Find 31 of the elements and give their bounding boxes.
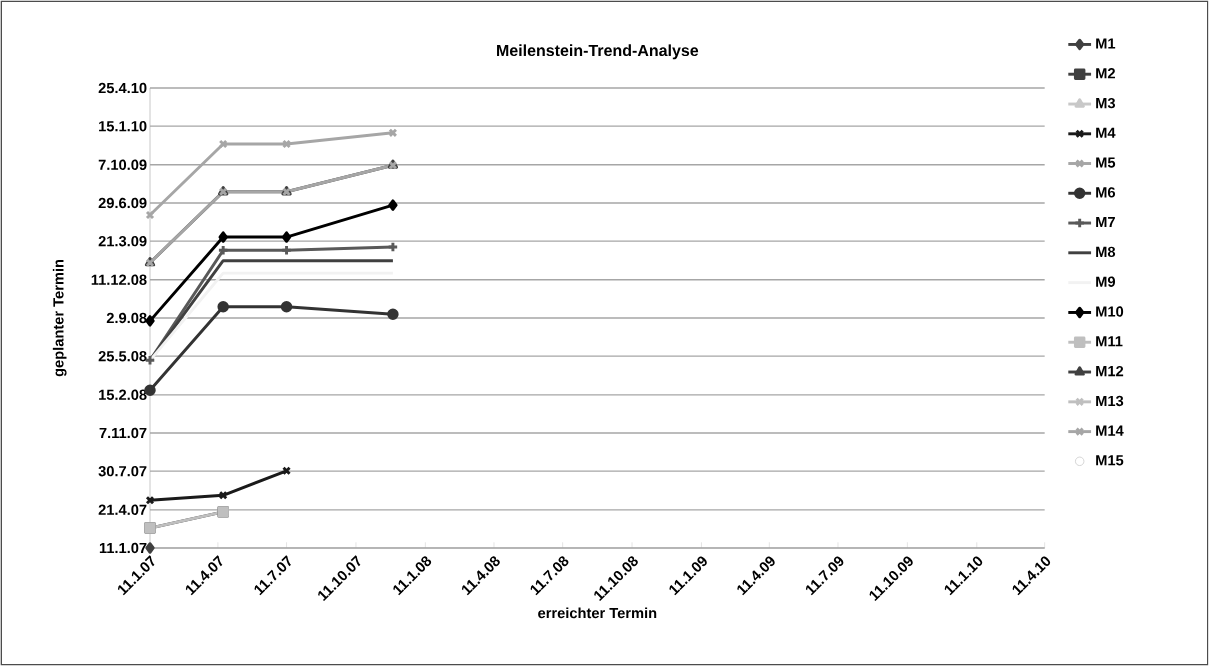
ref-line-label: 15.1.10 (99, 121, 147, 132)
ref-line-label: 25.5.08 (98, 351, 147, 362)
ref-line-label: 21.3.09 (98, 235, 147, 247)
ref-line-label: 7.10.09 (98, 159, 147, 170)
legend-label: M1 (1096, 38, 1116, 49)
legend-label: M14 (1096, 425, 1124, 436)
ref-line-label: 7.11.07 (99, 427, 147, 439)
legend-label: M2 (1096, 68, 1115, 79)
x-axis-title: erreichter Termin (538, 607, 657, 619)
legend-label: M10 (1096, 306, 1124, 317)
ref-line-label: 21.4.07 (98, 504, 147, 515)
y-axis-title: geplanter Termin (52, 259, 67, 377)
ref-line-label: 25.4.10 (98, 82, 147, 94)
ref-line-label: 29.6.09 (98, 197, 147, 209)
legend-label: M5 (1096, 157, 1116, 168)
ref-line-label: 30.7.07 (98, 465, 147, 477)
ref-line-label: 2.9.08 (106, 312, 147, 324)
legend-label: M7 (1096, 217, 1115, 228)
legend-label: M3 (1096, 97, 1116, 109)
legend-label: M12 (1096, 365, 1124, 377)
ref-line-label: 11.1.07 (99, 542, 147, 554)
legend-label: M4 (1096, 127, 1116, 138)
ref-line-label: 11.12.08 (91, 274, 147, 285)
chart-title: Meilenstein-Trend-Analyse (497, 44, 699, 60)
legend-label: M9 (1096, 276, 1116, 287)
ref-line-label: 15.2.08 (99, 389, 147, 400)
legend-label: M8 (1096, 246, 1116, 258)
legend-label: M15 (1096, 455, 1124, 466)
legend-label: M11 (1096, 336, 1123, 347)
legend-label: M6 (1096, 187, 1116, 198)
legend-label: M13 (1096, 395, 1124, 407)
